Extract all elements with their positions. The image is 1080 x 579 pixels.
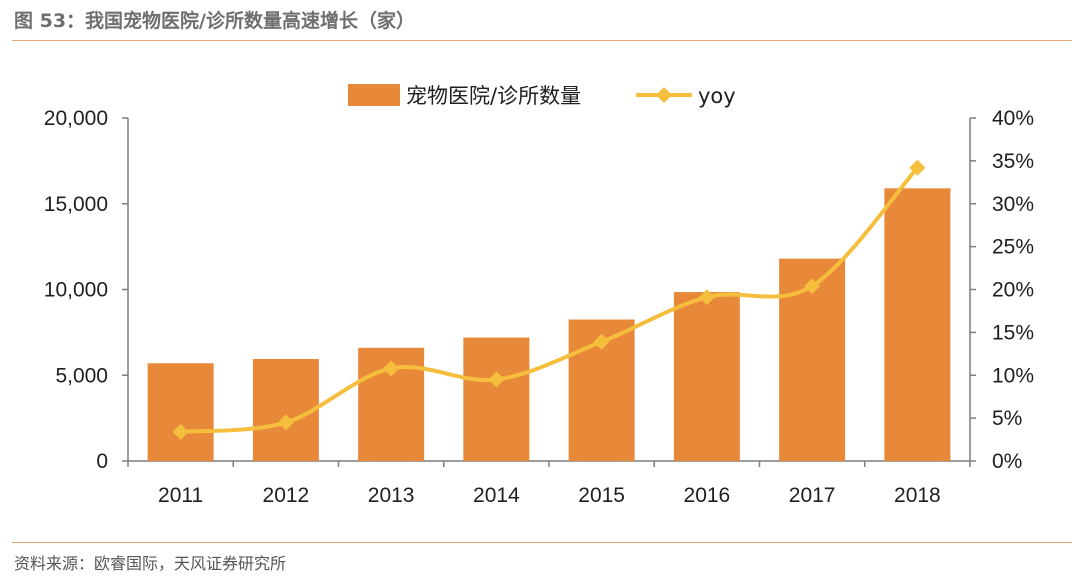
left-tick-label: 15,000	[44, 193, 108, 216]
x-tick-label: 2017	[789, 484, 836, 507]
right-tick-label: 25%	[992, 236, 1034, 259]
right-tick-label: 5%	[992, 407, 1022, 430]
right-tick-label: 35%	[992, 150, 1034, 173]
bar	[252, 358, 319, 461]
bar	[884, 188, 951, 461]
x-tick-label: 2015	[578, 484, 625, 507]
yoy-marker	[804, 278, 821, 295]
yoy-marker	[593, 333, 610, 350]
yoy-line	[172, 159, 926, 440]
source-divider	[12, 542, 1072, 543]
yoy-marker	[172, 423, 189, 440]
bars	[147, 188, 951, 461]
left-tick-label: 20,000	[44, 107, 108, 130]
right-tick-label: 30%	[992, 193, 1034, 216]
yoy-marker	[277, 414, 294, 431]
bar	[463, 337, 530, 461]
x-tick-label: 2012	[263, 484, 310, 507]
yoy-marker	[383, 360, 400, 377]
bar	[673, 292, 740, 461]
legend-bar-swatch	[348, 84, 400, 106]
x-tick-label: 2016	[684, 484, 731, 507]
right-tick-label: 15%	[992, 321, 1034, 344]
right-tick-label: 20%	[992, 279, 1034, 302]
axes	[122, 117, 976, 467]
x-tick-label: 2018	[894, 484, 941, 507]
source-note: 资料来源：欧睿国际，天风证券研究所	[14, 554, 287, 573]
legend-line-marker	[656, 87, 672, 103]
left-tick-label: 5,000	[55, 364, 108, 387]
figure-title: 图 53：我国宠物医院/诊所数量高速增长（家）	[14, 10, 415, 32]
left-tick-label: 0	[96, 450, 108, 473]
right-tick-label: 40%	[992, 107, 1034, 130]
x-tick-label: 2011	[158, 484, 203, 507]
legend-bar-label: 宠物医院/诊所数量	[406, 84, 581, 108]
title-divider	[12, 40, 1072, 41]
bar	[147, 363, 214, 461]
left-tick-label: 10,000	[44, 279, 108, 302]
yoy-marker	[698, 289, 715, 306]
right-tick-label: 10%	[992, 364, 1034, 387]
x-tick-label: 2014	[473, 484, 520, 507]
chart: 0 5,000 10,000 15,000 20,000 0% 5% 10% 15% 20% 25%…	[44, 84, 1034, 507]
right-tick-label: 0%	[992, 450, 1022, 473]
legend: 宠物医院/诊所数量 yoy	[348, 84, 736, 108]
x-tick-label: 2013	[368, 484, 415, 507]
yoy-marker	[909, 159, 926, 176]
tick-labels: 0 5,000 10,000 15,000 20,000 0% 5% 10% 15% 20% 25%…	[44, 107, 1034, 507]
yoy-marker	[488, 371, 505, 388]
legend-line-label: yoy	[698, 84, 736, 108]
